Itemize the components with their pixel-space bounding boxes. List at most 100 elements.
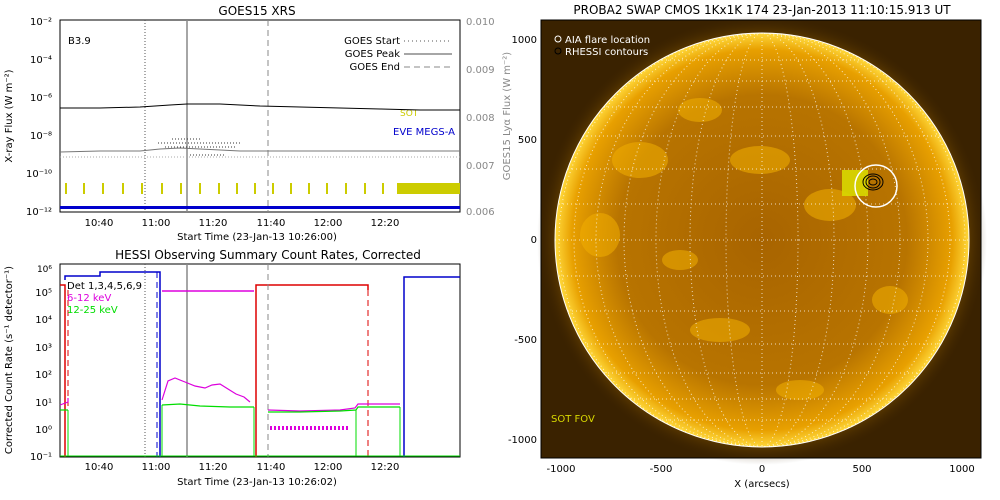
goes-sot-bar bbox=[199, 183, 201, 194]
goes-legend: GOES Start GOES Peak GOES End bbox=[344, 36, 452, 73]
goes-sot-bar bbox=[382, 183, 384, 194]
goes-y2-tick: 0.007 bbox=[466, 161, 495, 172]
hessi-det-blue-series bbox=[64, 271, 460, 457]
swap-x-tick: -1000 bbox=[546, 464, 575, 475]
hessi-ylabel: Corrected Count Rate (s⁻¹ detector⁻¹) bbox=[4, 266, 15, 454]
goes-sot-bar bbox=[364, 183, 366, 194]
sun-meridian bbox=[558, 33, 966, 447]
hessi-xlabel: Start Time (23-Jan-13 10:26:02) bbox=[177, 477, 337, 488]
goes-y-tick: 10⁻² bbox=[30, 17, 52, 28]
hessi-green-drop bbox=[67, 405, 401, 456]
goes-sot-bar bbox=[308, 183, 310, 194]
swap-legend-rhessi-swatch bbox=[554, 47, 562, 55]
goes-sot-label: SOT bbox=[400, 109, 419, 119]
hessi-x-tick: 12:20 bbox=[371, 462, 400, 473]
goes-eve-bar bbox=[60, 206, 460, 209]
swap-y-tick: 1000 bbox=[512, 35, 537, 46]
goes-title: GOES15 XRS bbox=[218, 4, 295, 18]
goes-class-label: B3.9 bbox=[68, 36, 91, 47]
rhessi-contours bbox=[862, 173, 884, 191]
hessi-legend-6-12: 6-12 keV bbox=[67, 293, 111, 304]
hessi-y-ticks: 10⁵ 10⁴ 10³ 10² 10¹ 10⁰ 10⁻¹ bbox=[30, 288, 52, 463]
sun-patch bbox=[580, 213, 620, 257]
goes-panel: GOES15 XRS 10⁻² 10⁻⁴ 10⁻⁶ 10⁻⁸ 10⁻¹⁰ 10⁻… bbox=[4, 4, 513, 243]
swap-y-tick: 0 bbox=[531, 235, 537, 246]
hessi-panel: HESSI Observing Summary Count Rates, Cor… bbox=[4, 248, 461, 488]
sun-patch bbox=[804, 189, 856, 221]
aia-flare-location bbox=[854, 164, 898, 208]
sun-patch bbox=[690, 318, 750, 342]
goes-short-series bbox=[59, 147, 460, 153]
goes-short-noise bbox=[158, 138, 240, 156]
sun-meridian bbox=[689, 33, 835, 447]
goes-xlabel: Start Time (23-Jan-13 10:26:00) bbox=[177, 232, 337, 243]
goes-sot-bars bbox=[65, 183, 460, 194]
goes-sot-bar bbox=[254, 183, 256, 194]
goes-sot-bar bbox=[65, 183, 67, 194]
swap-y-tick: 500 bbox=[518, 135, 537, 146]
goes-x-ticks: 10:40 11:00 11:20 11:40 12:00 12:20 bbox=[85, 218, 400, 229]
hessi-y-tick: 10¹ bbox=[35, 398, 52, 409]
goes-y2label: GOES15 Lyα Flux (W m⁻²) bbox=[502, 52, 513, 180]
goes-y2-ticks: 0.010 0.009 0.008 0.007 0.006 bbox=[466, 17, 495, 218]
sun-limb bbox=[554, 32, 970, 448]
hessi-legend-12-25: 12-25 keV bbox=[67, 305, 118, 316]
swap-title: PROBA2 SWAP CMOS 1Kx1K 174 23-Jan-2013 1… bbox=[573, 3, 951, 17]
goes-sot-block bbox=[397, 183, 460, 194]
sun-patch bbox=[872, 286, 908, 314]
goes-sot-bar bbox=[272, 183, 274, 194]
hessi-12-25-series bbox=[60, 403, 400, 413]
goes-sot-bar bbox=[345, 183, 347, 194]
goes-x-tick: 11:00 bbox=[142, 218, 171, 229]
hessi-y-tick: 10⁵ bbox=[35, 288, 52, 299]
hessi-title: HESSI Observing Summary Count Rates, Cor… bbox=[115, 248, 421, 262]
goes-sot-bar bbox=[180, 183, 182, 194]
hessi-red-series bbox=[60, 284, 369, 457]
swap-x-ticks: -1000 -500 0 500 1000 bbox=[546, 464, 974, 475]
sun-meridian bbox=[725, 33, 799, 447]
swap-y-tick: -1000 bbox=[508, 435, 537, 446]
swap-panel: PROBA2 SWAP CMOS 1Kx1K 174 23-Jan-2013 1… bbox=[508, 3, 987, 490]
goes-sot-bar bbox=[161, 183, 163, 194]
hessi-x-ticks: 10:40 11:00 11:20 11:40 12:00 12:20 bbox=[85, 462, 400, 473]
goes-y2-tick: 0.006 bbox=[466, 207, 495, 218]
hessi-y-tick: 10⁴ bbox=[35, 315, 52, 326]
goes-sot-bar bbox=[290, 183, 292, 194]
hessi-y-top-tick: 10⁶ bbox=[37, 265, 52, 275]
hessi-x-tick: 12:00 bbox=[314, 462, 343, 473]
rhessi-contour bbox=[868, 178, 878, 186]
goes-y2-tick: 0.010 bbox=[466, 17, 495, 28]
sun-patch bbox=[776, 380, 824, 400]
sun-disk bbox=[555, 33, 969, 447]
swap-x-tick: 500 bbox=[852, 464, 871, 475]
goes-eve-label: EVE MEGS-A bbox=[393, 127, 455, 138]
hessi-legend: Det 1,3,4,5,6,9 6-12 keV 12-25 keV bbox=[67, 281, 142, 316]
goes-x-tick: 11:20 bbox=[199, 218, 228, 229]
hessi-x-tick: 11:40 bbox=[257, 462, 286, 473]
rhessi-contour bbox=[862, 173, 884, 191]
sun-patch bbox=[730, 146, 790, 174]
sun-meridian bbox=[573, 33, 951, 447]
swap-x-tick: 0 bbox=[759, 464, 765, 475]
swap-legend: AIA flare location RHESSI contours bbox=[554, 35, 650, 58]
goes-ylabel: X-ray Flux (W m⁻²) bbox=[4, 69, 15, 162]
hessi-x-tick: 11:20 bbox=[199, 462, 228, 473]
hessi-y-tick: 10⁻¹ bbox=[30, 452, 52, 463]
rhessi-contour bbox=[865, 175, 881, 189]
swap-plot-frame bbox=[540, 19, 982, 459]
hessi-x-tick: 10:40 bbox=[85, 462, 114, 473]
goes-y-tick: 10⁻⁴ bbox=[30, 55, 52, 66]
swap-y-tick: -500 bbox=[514, 335, 537, 346]
goes-plot-frame bbox=[59, 19, 461, 213]
goes-y-tick: 10⁻⁶ bbox=[30, 93, 52, 104]
hessi-y-tick: 10⁰ bbox=[35, 425, 52, 436]
goes-long-series bbox=[60, 103, 460, 111]
sun-patch bbox=[678, 98, 722, 122]
goes-y-tick: 10⁻¹² bbox=[26, 207, 52, 218]
goes-x-tick: 10:40 bbox=[85, 218, 114, 229]
goes-x-tick: 12:00 bbox=[314, 218, 343, 229]
sun-patch bbox=[662, 250, 698, 270]
goes-legend-end: GOES End bbox=[350, 62, 400, 73]
goes-sot-bar bbox=[83, 183, 85, 194]
